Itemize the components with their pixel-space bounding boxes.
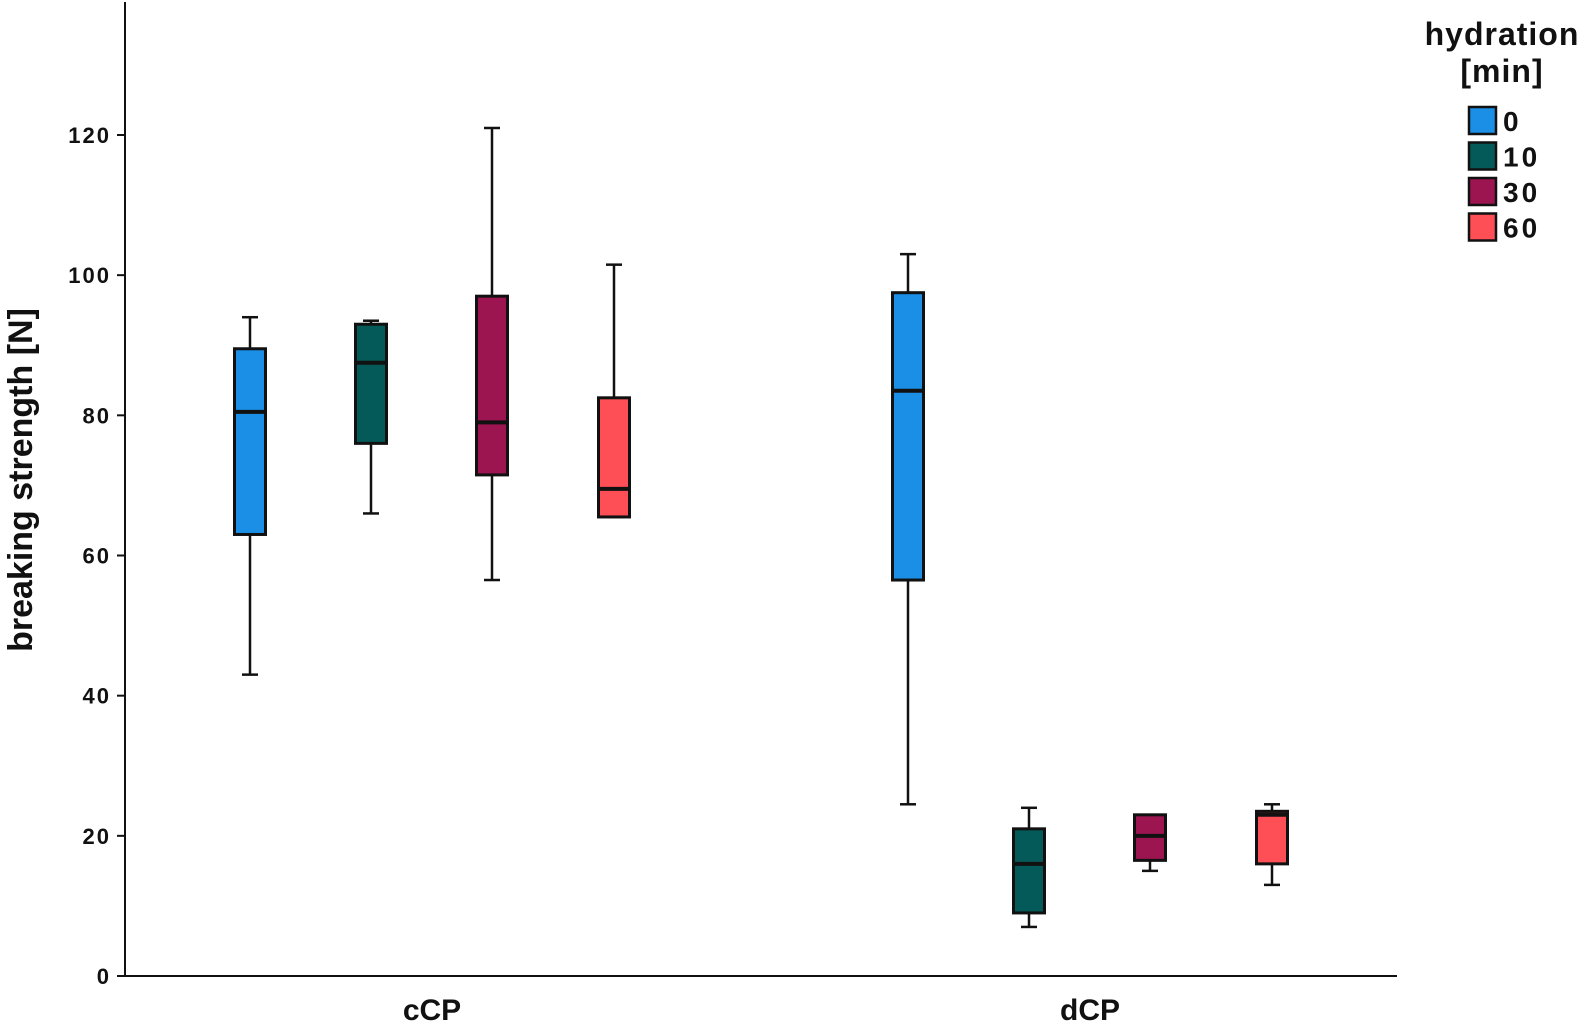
- y-tick-label: 80: [83, 403, 111, 428]
- legend-label-30: 30: [1503, 177, 1540, 208]
- x-category-label: cCP: [403, 994, 461, 1026]
- x-axis-categories: cCP dCP: [403, 994, 1120, 1026]
- interquartile-box: [233, 347, 267, 536]
- box-30-dCP: [1133, 813, 1167, 873]
- box-60-cCP: [597, 263, 631, 519]
- box-30-cCP: [475, 126, 509, 582]
- legend-title-line-2: [min]: [1460, 53, 1543, 89]
- y-tick-label: 120: [68, 123, 111, 148]
- y-tick-label: 20: [83, 824, 111, 849]
- x-category-label: dCP: [1060, 994, 1120, 1026]
- legend-label-60: 60: [1503, 213, 1540, 244]
- interquartile-box: [597, 396, 631, 519]
- legend-items: 0 10 30 60: [1467, 105, 1540, 244]
- interquartile-box: [1012, 827, 1046, 915]
- box-0-cCP: [233, 315, 267, 676]
- box-10-cCP: [354, 319, 388, 515]
- y-tick-label: 60: [83, 544, 111, 569]
- legend: hydration [min] 0 10 30 60: [1425, 16, 1580, 244]
- legend-swatch-60: [1467, 212, 1498, 242]
- y-tick-label: 40: [83, 684, 111, 709]
- box-0-dCP: [891, 252, 925, 806]
- box-60-dCP: [1255, 803, 1289, 887]
- interquartile-box: [354, 322, 388, 445]
- legend-title-line-1: hydration: [1425, 16, 1580, 52]
- interquartile-box: [475, 294, 509, 477]
- legend-swatch-30: [1467, 176, 1498, 207]
- interquartile-box: [891, 291, 925, 582]
- y-tick-label: 0: [97, 964, 111, 989]
- y-axis-ticks: 0 20 40 60 80 100 120: [68, 123, 125, 989]
- interquartile-box: [1255, 809, 1289, 866]
- legend-swatch-10: [1467, 141, 1498, 171]
- legend-swatch-0: [1467, 105, 1498, 136]
- box-groups: [233, 126, 1289, 929]
- legend-label-10: 10: [1503, 142, 1540, 173]
- y-axis-title: breaking strength [N]: [2, 308, 40, 652]
- y-tick-label: 100: [68, 263, 111, 288]
- legend-label-0: 0: [1503, 106, 1522, 137]
- box-10-dCP: [1012, 806, 1046, 929]
